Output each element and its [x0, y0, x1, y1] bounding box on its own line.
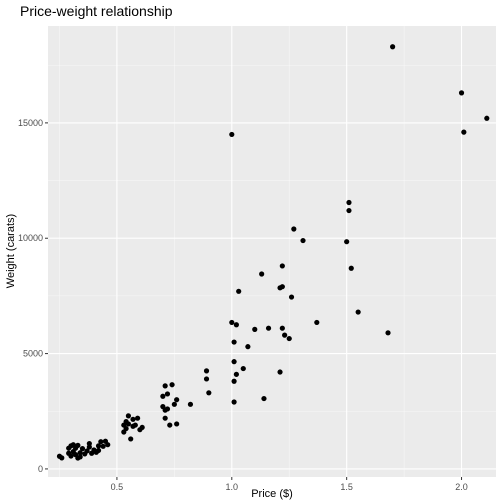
data-point [461, 129, 467, 135]
x-tick-label: 1.0 [226, 482, 239, 492]
data-point [314, 319, 320, 326]
data-point [231, 378, 237, 384]
data-point [98, 439, 104, 445]
data-point [203, 376, 210, 382]
data-point [279, 325, 285, 331]
data-point [59, 455, 65, 461]
data-point [86, 444, 92, 450]
data-point [160, 393, 166, 399]
y-tick-label: 5000 [23, 349, 43, 359]
data-point [265, 325, 272, 331]
data-point [348, 265, 354, 271]
data-point [167, 422, 173, 428]
data-point [125, 421, 132, 427]
x-tick-label: 0.5 [111, 482, 124, 492]
data-point [206, 390, 212, 396]
data-point [135, 415, 141, 421]
data-point [231, 359, 237, 365]
data-point [390, 44, 396, 50]
data-point [458, 90, 465, 96]
data-point [233, 322, 239, 328]
data-point [261, 395, 267, 402]
data-point [68, 453, 74, 459]
data-point [277, 369, 283, 375]
data-point [236, 288, 242, 294]
data-point [346, 199, 352, 206]
data-point [346, 207, 352, 214]
x-axis-title: Price ($) [251, 488, 293, 500]
data-point [174, 421, 180, 427]
data-point [291, 226, 297, 232]
x-tick-label: 2.0 [455, 482, 468, 492]
data-point [130, 416, 136, 422]
data-point [245, 344, 251, 350]
data-point [95, 443, 102, 449]
data-point [77, 454, 83, 460]
y-tick-label: 15000 [18, 118, 43, 128]
data-points [56, 44, 490, 461]
data-point [171, 401, 177, 407]
data-point [100, 443, 106, 449]
chart-title: Price-weight relationship [20, 3, 173, 19]
plot-panel [48, 26, 496, 477]
data-point [125, 413, 132, 419]
data-point [203, 368, 210, 374]
data-point [84, 448, 90, 454]
data-point [79, 446, 86, 452]
data-point [77, 450, 83, 456]
data-point [231, 399, 237, 405]
data-point [162, 415, 168, 421]
data-point [132, 422, 138, 428]
x-axis-tick-labels: 0.5 1.0 1.5 2.0 [111, 482, 468, 492]
data-point [355, 309, 361, 315]
x-tick-label: 1.5 [340, 482, 353, 492]
data-point [279, 284, 285, 290]
data-point [169, 382, 175, 388]
data-point [139, 424, 145, 431]
data-point [288, 294, 295, 300]
data-point [75, 442, 81, 448]
data-point [484, 115, 490, 121]
data-point [128, 436, 134, 442]
data-point [123, 425, 129, 432]
data-point [187, 401, 194, 407]
data-point [95, 447, 102, 454]
data-point [344, 239, 350, 245]
data-point [252, 326, 258, 332]
data-point [233, 371, 239, 377]
axis-ticks [45, 122, 463, 480]
y-axis-tick-labels: 0 5000 10000 15000 [18, 118, 43, 474]
data-point [174, 397, 180, 403]
data-point [229, 131, 235, 138]
data-point [229, 319, 235, 326]
data-point [105, 442, 111, 448]
data-point [240, 365, 246, 372]
data-point [385, 330, 391, 336]
y-tick-label: 0 [38, 464, 43, 474]
data-point [164, 391, 171, 397]
data-point [259, 271, 265, 277]
data-point [164, 406, 171, 412]
data-point [279, 263, 285, 269]
data-point [286, 335, 292, 342]
data-point [282, 332, 288, 338]
data-point [162, 383, 168, 389]
data-point [300, 237, 306, 244]
y-axis-title: Weight (carats) [5, 214, 17, 288]
data-point [231, 339, 237, 345]
y-tick-label: 10000 [18, 233, 43, 243]
